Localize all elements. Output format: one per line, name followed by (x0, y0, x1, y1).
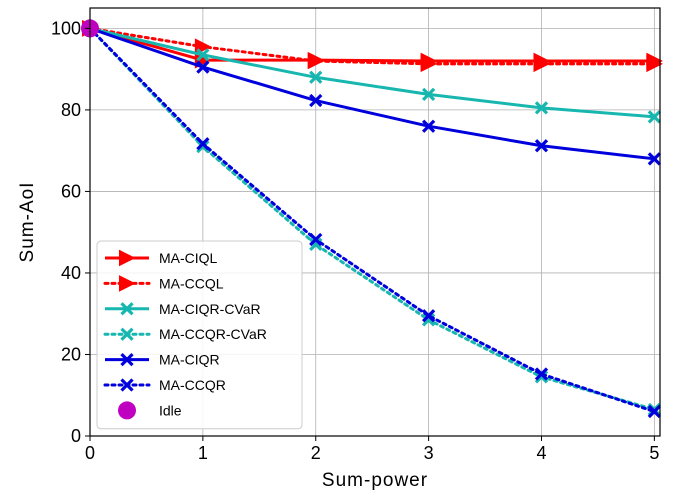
legend-marker-stroke-b (120, 352, 134, 367)
y-tick-label: 40 (61, 263, 81, 283)
x-tick-label: 2 (311, 443, 321, 463)
legend-entry: Idle (118, 401, 182, 420)
plot-frame (89, 7, 661, 437)
x-tick-label: 5 (649, 443, 659, 463)
legend-label: Idle (159, 402, 182, 418)
legend-label: MA-CIQR-CVaR (159, 301, 261, 317)
data-point-stroke-b (647, 152, 661, 166)
x-axis-label: Sum-power (322, 470, 428, 491)
series-layer (81, 19, 663, 419)
data-point-stroke-b (309, 93, 323, 108)
legend-label: MA-CCQL (159, 275, 224, 291)
legend-marker (120, 352, 134, 367)
data-point (646, 55, 663, 73)
series-ma-ciqr (83, 21, 661, 166)
data-point (421, 119, 436, 133)
data-point (196, 48, 210, 62)
data-point (309, 237, 323, 252)
legend-box (96, 240, 303, 430)
y-tick-label: 60 (61, 181, 81, 201)
legend-marker (119, 249, 136, 267)
data-point-stroke-b (309, 232, 323, 247)
series-ma-ciqr-cvar (83, 21, 661, 124)
y-tick-label: 0 (71, 426, 81, 446)
x-tick-label: 0 (85, 443, 95, 463)
legend-entry: MA-CCQR (103, 377, 226, 393)
data-point (309, 93, 323, 108)
data-point (534, 367, 549, 381)
legend-marker (118, 401, 136, 420)
data-point (421, 309, 436, 323)
data-point (421, 87, 436, 102)
legend-label: MA-CIQL (159, 250, 218, 266)
data-point-stroke-b (196, 137, 210, 151)
series-line (88, 26, 656, 66)
legend-marker-stroke-b (120, 378, 134, 392)
data-point (309, 70, 323, 84)
data-point-stroke-b (534, 367, 549, 381)
y-tick-label: 80 (61, 100, 81, 120)
legend: MA-CIQL MA-CCQL MA-CIQR-CVaR MA-CCQR-CVaR MA… (96, 240, 303, 430)
series-line (88, 26, 656, 414)
data-point (647, 110, 661, 124)
legend-marker (119, 275, 136, 292)
axis-ticks: 0 1 2 3 4 5 0 20 40 60 80 100 (51, 18, 659, 463)
data-point-stroke-b (421, 87, 436, 102)
legend-marker (120, 378, 134, 392)
legend-entry: MA-CIQR (105, 352, 220, 368)
data-point-stroke-b (196, 60, 210, 74)
legend-label: MA-CCQR (159, 377, 226, 393)
data-point (307, 52, 325, 70)
y-tick-label: 100 (51, 18, 81, 38)
data-point (534, 139, 549, 153)
y-axis-label: Sum-AoI (17, 182, 38, 263)
data-point-stroke-b (196, 139, 210, 154)
data-point (420, 55, 438, 73)
series-line (88, 26, 656, 412)
data-point (534, 101, 549, 115)
data-point (196, 139, 210, 154)
data-point-stroke-b (309, 70, 323, 84)
data-point-stroke-b (421, 309, 436, 323)
series-ma-ccqr (83, 21, 661, 419)
legend-marker-stroke-b (120, 327, 134, 341)
data-point-stroke-b (647, 110, 661, 124)
data-point (309, 232, 323, 247)
legend-label: MA-CIQR (159, 352, 220, 368)
legend-marker (120, 302, 134, 316)
x-tick-label: 1 (198, 443, 208, 463)
data-point (647, 404, 661, 419)
series-line (89, 26, 655, 119)
x-tick-label: 3 (424, 443, 434, 463)
data-point-stroke-b (534, 139, 549, 153)
data-point (196, 137, 210, 151)
data-point-stroke-b (534, 370, 549, 384)
legend-entry: MA-CCQL (103, 275, 224, 292)
data-point (533, 55, 551, 73)
data-point-stroke-b (647, 404, 661, 419)
legend-label: MA-CCQR-CVaR (159, 326, 267, 342)
legend-marker (120, 327, 134, 341)
legend-entry: MA-CIQL (105, 249, 218, 267)
data-point (647, 152, 661, 166)
data-point-stroke-b (421, 119, 436, 133)
legend-entry: MA-CIQR-CVaR (105, 301, 261, 317)
y-tick-label: 20 (61, 344, 81, 364)
data-point (196, 60, 210, 74)
series-line (89, 26, 655, 63)
data-point-stroke-b (309, 237, 323, 252)
data-point-stroke-b (196, 48, 210, 62)
legend-entry: MA-CCQR-CVaR (103, 326, 267, 342)
legend-marker-stroke-b (120, 302, 134, 316)
series-line (89, 26, 655, 161)
x-tick-label: 4 (536, 443, 546, 463)
data-point-stroke-b (534, 101, 549, 115)
